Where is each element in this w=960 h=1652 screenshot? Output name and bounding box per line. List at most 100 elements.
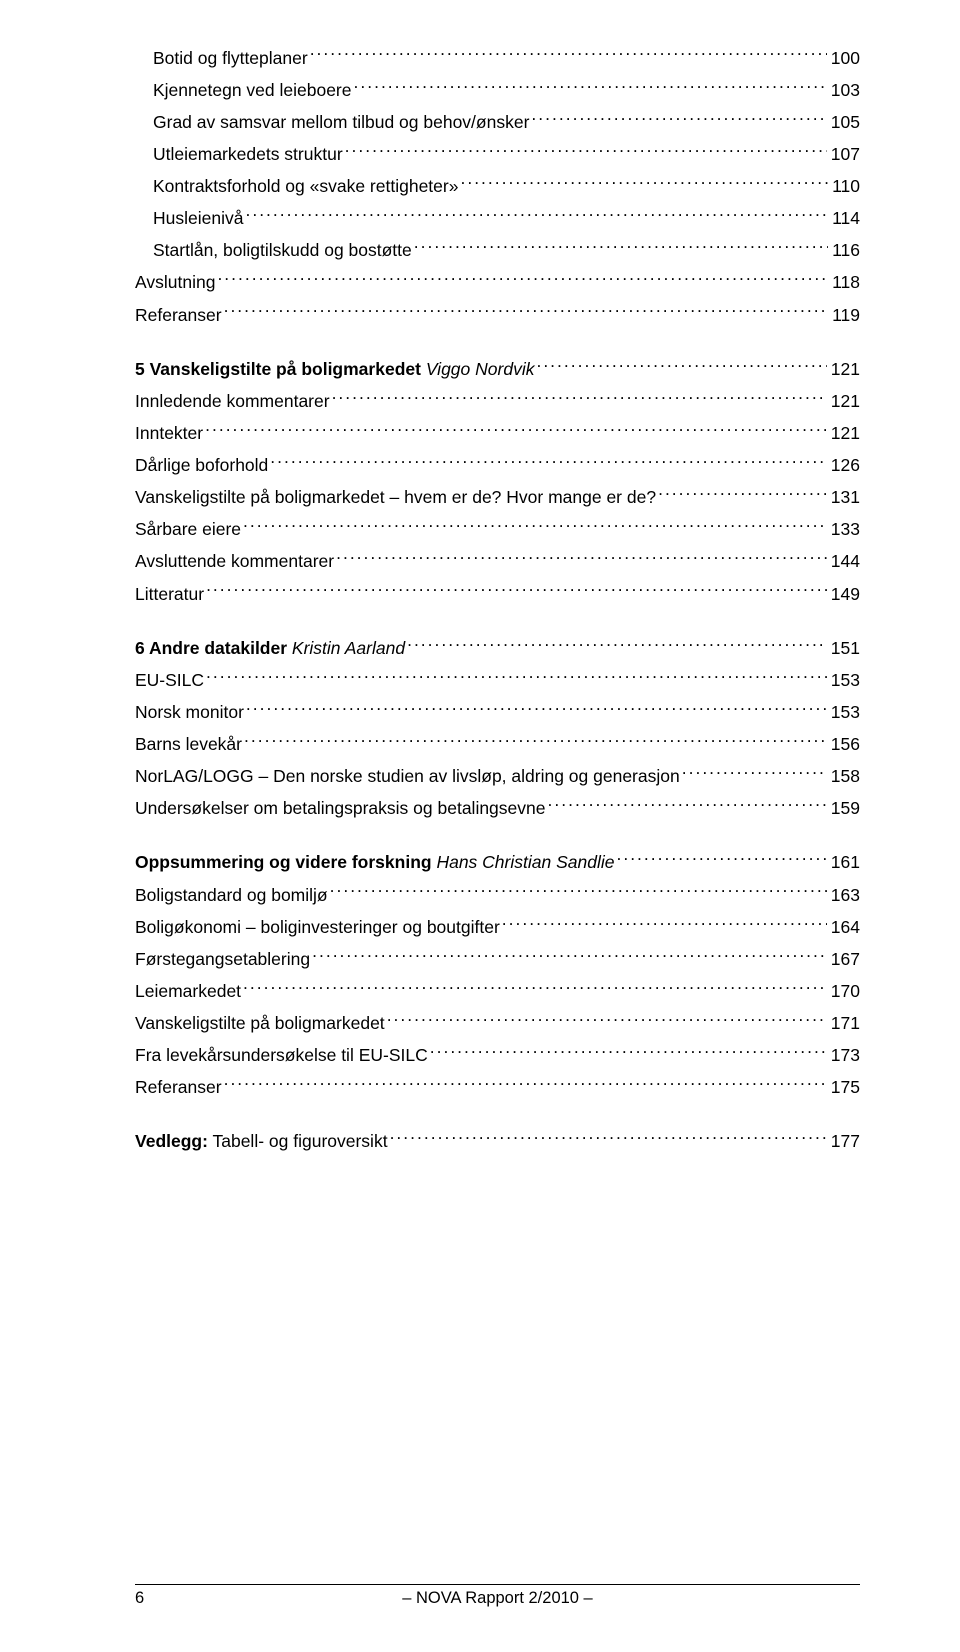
toc-entry-page: 133 bbox=[829, 516, 860, 543]
toc-entry-label: Utleiemarkedets struktur bbox=[153, 141, 343, 168]
toc-entry: Utleiemarkedets struktur 107 bbox=[135, 138, 860, 170]
toc-group: Oppsummering og videre forskning Hans Ch… bbox=[135, 847, 860, 1104]
toc-entry-page: 119 bbox=[830, 302, 860, 329]
toc-entry-page: 105 bbox=[829, 109, 860, 136]
toc-entry: Referanser 119 bbox=[135, 299, 860, 331]
footer-center-text: – NOVA Rapport 2/2010 – bbox=[144, 1589, 851, 1608]
toc-entry-page: 107 bbox=[829, 141, 860, 168]
toc-entry: NorLAG/LOGG – Den norske studien av livs… bbox=[135, 761, 860, 793]
toc-leader-dots bbox=[682, 765, 827, 783]
toc-leader-dots bbox=[387, 1012, 827, 1030]
toc-entry: Husleienivå114 bbox=[135, 203, 860, 235]
toc-entry: Leiemarkedet170 bbox=[135, 975, 860, 1007]
toc-entry-page: 121 bbox=[829, 420, 860, 447]
toc-entry-label: Vedlegg: Tabell- og figuroversikt bbox=[135, 1128, 388, 1155]
toc-entry: Kontraktsforhold og «svake rettigheter»1… bbox=[135, 171, 860, 203]
toc-entry: Grad av samsvar mellom tilbud og behov/ø… bbox=[135, 106, 860, 138]
toc-entry-page: 118 bbox=[830, 269, 860, 296]
footer-page-number: 6 bbox=[135, 1589, 144, 1608]
toc-entry: Oppsummering og videre forskning Hans Ch… bbox=[135, 847, 860, 879]
toc-entry-page: 153 bbox=[829, 667, 860, 694]
toc-entry: Avsluttende kommentarer144 bbox=[135, 546, 860, 578]
toc-entry-label: Vanskeligstilte på boligmarkedet – hvem … bbox=[135, 484, 656, 511]
toc-leader-dots bbox=[430, 1044, 827, 1062]
page: Botid og flytteplaner100 Kjennetegn ved l… bbox=[0, 0, 960, 1652]
toc-entry-label: Dårlige boforhold bbox=[135, 452, 268, 479]
toc-entry-page: 153 bbox=[829, 699, 860, 726]
toc-leader-dots bbox=[414, 239, 828, 257]
toc-entry-label: Boligøkonomi – boliginvesteringer og bou… bbox=[135, 914, 500, 941]
toc-entry: Sårbare eiere133 bbox=[135, 514, 860, 546]
toc-entry-page: 175 bbox=[829, 1074, 860, 1101]
toc-leader-dots bbox=[310, 46, 827, 64]
toc-entry-page: 114 bbox=[830, 205, 860, 232]
toc-entry-page: 159 bbox=[829, 795, 860, 822]
toc-entry-page: 121 bbox=[829, 356, 860, 383]
page-footer: 6 – NOVA Rapport 2/2010 – 6 bbox=[0, 1584, 960, 1608]
toc-entry-label: Kontraktsforhold og «svake rettigheter» bbox=[153, 173, 458, 200]
toc-entry-page: 167 bbox=[829, 946, 860, 973]
toc-leader-dots bbox=[336, 550, 827, 568]
toc-entry: Fra levekårsundersøkelse til EU-SILC173 bbox=[135, 1040, 860, 1072]
toc-entry-label: Referanser bbox=[135, 1074, 222, 1101]
toc-leader-dots bbox=[548, 797, 827, 815]
toc-entry-page: 171 bbox=[829, 1010, 860, 1037]
toc-leader-dots bbox=[206, 582, 827, 600]
toc-leader-dots bbox=[536, 357, 826, 375]
toc-entry: EU-SILC153 bbox=[135, 664, 860, 696]
toc-entry-label: Oppsummering og videre forskning Hans Ch… bbox=[135, 849, 614, 876]
toc-entry: Vedlegg: Tabell- og figuroversikt177 bbox=[135, 1126, 860, 1158]
toc-entry: Boligstandard og bomiljø 163 bbox=[135, 879, 860, 911]
toc-entry-label: Førstegangsetablering bbox=[135, 946, 310, 973]
toc-leader-dots bbox=[243, 979, 827, 997]
toc-leader-dots bbox=[270, 454, 827, 472]
toc-leader-dots bbox=[407, 636, 827, 654]
toc-entry-page: 121 bbox=[829, 388, 860, 415]
toc-entry: Litteratur 149 bbox=[135, 578, 860, 610]
toc-entry-label-part: 5 Vanskeligstilte på boligmarkedet bbox=[135, 359, 421, 379]
toc-entry: Botid og flytteplaner100 bbox=[135, 42, 860, 74]
toc-leader-dots bbox=[531, 110, 826, 128]
toc-entry-label: Innledende kommentarer bbox=[135, 388, 330, 415]
toc-leader-dots bbox=[390, 1130, 827, 1148]
toc-entry-label-part: Kristin Aarland bbox=[292, 638, 405, 658]
toc-leader-dots bbox=[330, 883, 827, 901]
toc-entry-label: Referanser bbox=[135, 302, 222, 329]
toc-entry-label: Litteratur bbox=[135, 581, 204, 608]
toc-entry-label: Startlån, boligtilskudd og bostøtte bbox=[153, 237, 412, 264]
toc-leader-dots bbox=[460, 175, 828, 193]
toc-entry: Avslutning118 bbox=[135, 267, 860, 299]
toc-entry-page: 126 bbox=[829, 452, 860, 479]
toc-entry: Norsk monitor153 bbox=[135, 696, 860, 728]
toc-entry: Referanser 175 bbox=[135, 1072, 860, 1104]
toc-leader-dots bbox=[243, 518, 827, 536]
toc-leader-dots bbox=[345, 142, 827, 160]
toc-entry-page: 163 bbox=[829, 882, 860, 909]
toc-entry: 6 Andre datakilder Kristin Aarland151 bbox=[135, 632, 860, 664]
toc-leader-dots bbox=[244, 733, 827, 751]
toc-leader-dots bbox=[332, 389, 827, 407]
toc-leader-dots bbox=[217, 271, 828, 289]
toc-entry: Inntekter121 bbox=[135, 417, 860, 449]
toc-entry-label: Undersøkelser om betalingspraksis og bet… bbox=[135, 795, 546, 822]
toc-leader-dots bbox=[616, 851, 826, 869]
toc-entry-label: Grad av samsvar mellom tilbud og behov/ø… bbox=[153, 109, 529, 136]
toc-entry-page: 173 bbox=[829, 1042, 860, 1069]
footer-line: 6 – NOVA Rapport 2/2010 – 6 bbox=[135, 1589, 860, 1608]
toc-entry-label: Boligstandard og bomiljø bbox=[135, 882, 328, 909]
toc-entry-label: Kjennetegn ved leieboere bbox=[153, 77, 352, 104]
toc-entry-page: 161 bbox=[829, 849, 860, 876]
toc-entry-page: 116 bbox=[830, 237, 860, 264]
toc-entry-label: 6 Andre datakilder Kristin Aarland bbox=[135, 635, 405, 662]
table-of-contents: Botid og flytteplaner100 Kjennetegn ved l… bbox=[135, 42, 860, 1158]
toc-entry-page: 149 bbox=[829, 581, 860, 608]
toc-entry-label-part: Viggo Nordvik bbox=[426, 359, 535, 379]
toc-entry-label-part: 6 Andre datakilder bbox=[135, 638, 287, 658]
toc-entry-label-part: Vedlegg: bbox=[135, 1131, 208, 1151]
toc-entry: Barns levekår156 bbox=[135, 729, 860, 761]
toc-entry: Førstegangsetablering 167 bbox=[135, 943, 860, 975]
toc-group: Vedlegg: Tabell- og figuroversikt177 bbox=[135, 1126, 860, 1158]
toc-entry: 5 Vanskeligstilte på boligmarkedet Viggo… bbox=[135, 353, 860, 385]
toc-leader-dots bbox=[205, 421, 827, 439]
toc-leader-dots bbox=[502, 915, 827, 933]
